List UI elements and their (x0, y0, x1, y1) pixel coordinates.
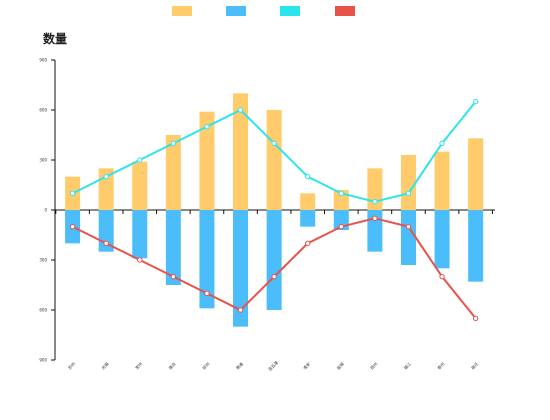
line-point[interactable] (103, 240, 109, 247)
bar-negative[interactable] (165, 210, 181, 285)
x-tick-label: 南通 (234, 361, 244, 371)
bar-negative[interactable] (367, 210, 383, 252)
legend-swatch-3[interactable] (280, 6, 300, 16)
line-point[interactable] (472, 98, 479, 105)
line-point[interactable] (439, 140, 445, 147)
y-tick-label: 900 (39, 358, 47, 363)
bar-negative[interactable] (434, 210, 450, 269)
bar-positive[interactable] (468, 138, 484, 210)
line-point[interactable] (405, 223, 412, 230)
line-point[interactable] (103, 173, 109, 180)
bar-positive[interactable] (233, 93, 249, 210)
legend-swatch-2[interactable] (226, 6, 246, 16)
bar-positive[interactable] (132, 161, 148, 210)
y-tick-label: 600 (39, 108, 47, 113)
bar-positive[interactable] (367, 168, 383, 210)
line-point[interactable] (237, 307, 244, 313)
x-tick-label: 徐州 (201, 361, 211, 371)
bar-positive[interactable] (434, 151, 450, 210)
line-point[interactable] (137, 157, 143, 163)
line-point[interactable] (170, 273, 177, 280)
x-tick-label: 南京 (167, 361, 177, 371)
bar-negative[interactable] (132, 210, 148, 259)
x-tick-label: 泰州 (436, 361, 446, 371)
x-tick-label: 苏州 (66, 361, 76, 371)
bar-negative[interactable] (266, 210, 282, 310)
bar-negative[interactable] (199, 210, 215, 309)
bar-positive[interactable] (266, 110, 282, 210)
line-point[interactable] (305, 173, 311, 180)
bar-negative[interactable] (300, 210, 316, 227)
legend-swatch-4[interactable] (335, 6, 355, 16)
x-tick-label: 扬州 (369, 361, 379, 371)
x-tick-label: 淮安 (301, 361, 311, 371)
bar-positive[interactable] (300, 193, 316, 210)
x-tick-label: 宿迁 (469, 361, 479, 371)
line-point[interactable] (137, 257, 143, 263)
line-point[interactable] (271, 273, 277, 280)
chart-title: 数量 (43, 31, 67, 46)
bars (65, 93, 484, 327)
x-tick-label: 无锡 (100, 361, 110, 371)
bar-negative[interactable] (400, 210, 416, 265)
x-tick-label: 盐城 (335, 361, 345, 371)
line-point[interactable] (204, 123, 210, 130)
legend-swatch-1[interactable] (172, 6, 192, 16)
y-tick-label: 300 (39, 258, 47, 263)
x-tick-label: 常州 (133, 361, 143, 371)
line-point[interactable] (338, 190, 344, 197)
line-point[interactable] (69, 223, 76, 230)
legend (172, 6, 355, 16)
line-point[interactable] (204, 290, 210, 297)
line-point[interactable] (338, 223, 344, 230)
y-tick-label: 600 (39, 308, 47, 313)
line-point[interactable] (372, 198, 378, 205)
x-tick-label: 连云港 (266, 359, 279, 372)
bar-positive[interactable] (165, 135, 181, 210)
line-point[interactable] (405, 190, 412, 197)
line-point[interactable] (69, 190, 76, 197)
line-point[interactable] (237, 107, 244, 113)
line-point[interactable] (305, 240, 311, 247)
lines (69, 98, 479, 322)
bar-negative[interactable] (468, 210, 484, 282)
line-point[interactable] (472, 315, 479, 322)
bar-positive[interactable] (199, 111, 215, 210)
line-point[interactable] (439, 273, 445, 280)
line-point[interactable] (372, 215, 378, 222)
y-tick-label: 300 (39, 158, 47, 163)
x-tick-label: 镇江 (402, 361, 412, 371)
y-tick-label: 900 (39, 58, 47, 63)
line-point[interactable] (271, 140, 277, 147)
line-point[interactable] (170, 140, 177, 147)
bar-positive[interactable] (400, 155, 416, 210)
bar-negative[interactable] (233, 210, 249, 327)
y-tick-label: 0 (44, 208, 47, 213)
